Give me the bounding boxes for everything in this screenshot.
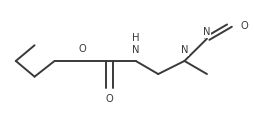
Text: N: N [181, 45, 188, 55]
Text: O: O [241, 21, 248, 31]
Text: O: O [106, 94, 113, 104]
Text: N: N [203, 27, 211, 37]
Text: O: O [78, 44, 86, 54]
Text: H
N: H N [132, 33, 139, 55]
